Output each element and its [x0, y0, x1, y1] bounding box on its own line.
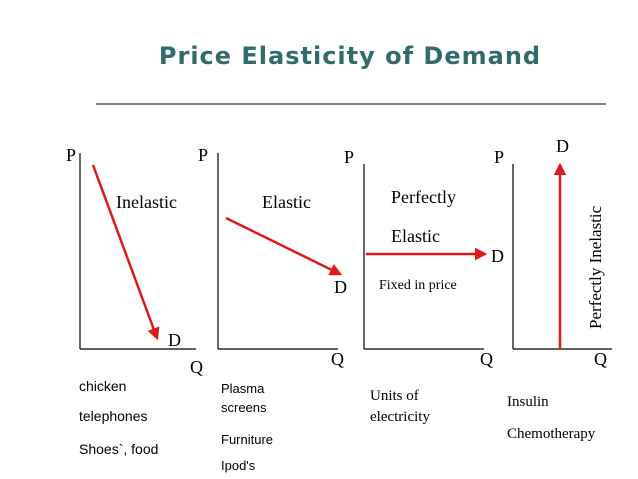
demand-label: D [556, 136, 569, 156]
demand-label: D [168, 330, 181, 350]
elasticity-type-label: Perfectly Inelastic [586, 205, 605, 329]
demand-label: D [491, 246, 504, 266]
example-item: Ipod's [221, 458, 256, 473]
panel-elastic: P Q D Elastic Plasma screens Furniture I… [198, 145, 347, 473]
example-item: Plasma [221, 381, 265, 396]
elasticity-type-label-line1: Perfectly [391, 187, 456, 207]
demand-curve-inelastic [91, 164, 160, 341]
quantity-axis-label: Q [480, 349, 493, 369]
price-note: Fixed in price [379, 278, 457, 293]
panel-perfectly-elastic: P Q D Perfectly Elastic Fixed in price U… [344, 147, 504, 425]
demand-label: D [334, 277, 347, 297]
quantity-axis-label: Q [190, 357, 203, 377]
elasticity-type-label: Elastic [262, 192, 311, 212]
elasticity-type-label: Inelastic [116, 192, 177, 212]
price-axis-label: P [494, 147, 504, 167]
price-axis-label: P [66, 145, 76, 165]
panel-inelastic: P Q D Inelastic chicken telephones Shoes… [66, 145, 203, 457]
example-item: electricity [370, 409, 430, 425]
example-item: Shoes`, food [79, 441, 158, 457]
price-axis-label: P [344, 147, 354, 167]
example-item: telephones [79, 408, 148, 424]
panel-perfectly-inelastic: P Q D Perfectly Inelastic Insulin Chemot… [494, 136, 612, 442]
example-item: Chemotherapy [507, 426, 596, 442]
quantity-axis-label: Q [594, 349, 607, 369]
example-item: Units of [370, 388, 419, 404]
quantity-axis-label: Q [331, 349, 344, 369]
example-item: chicken [79, 378, 126, 394]
page-title: Price Elasticity of Demand [159, 42, 541, 70]
demand-curve-elastic [225, 216, 343, 276]
price-axis-label: P [198, 145, 208, 165]
elasticity-type-label-line2: Elastic [391, 226, 440, 246]
example-item: Furniture [221, 432, 273, 447]
example-item: Insulin [507, 394, 549, 410]
example-item: screens [221, 400, 267, 415]
